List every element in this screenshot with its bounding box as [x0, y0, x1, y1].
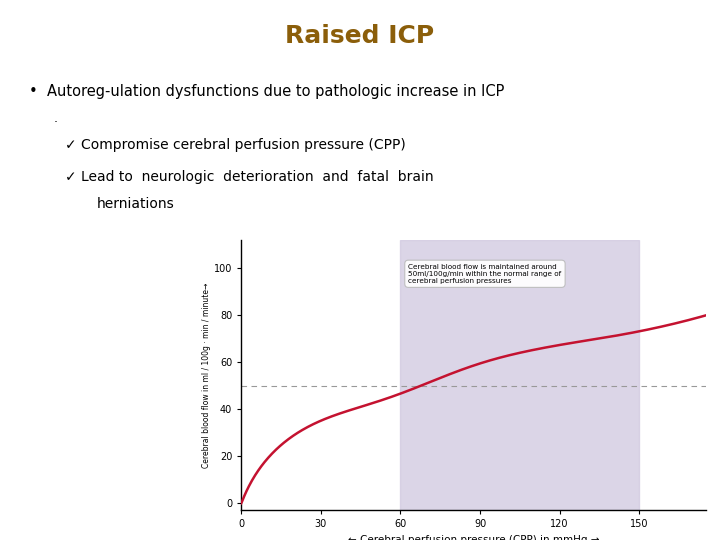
Text: Raised ICP: Raised ICP [285, 24, 435, 48]
X-axis label: ← Cerebral perfusion pressure (CPP) in mmHg →: ← Cerebral perfusion pressure (CPP) in m… [348, 535, 599, 540]
Text: herniations: herniations [97, 197, 175, 211]
Text: Cerebral blood flow is maintained around
50ml/100g/min within the normal range o: Cerebral blood flow is maintained around… [408, 264, 562, 284]
Text: ✓ Compromise cerebral perfusion pressure (CPP): ✓ Compromise cerebral perfusion pressure… [65, 138, 405, 152]
Y-axis label: Cerebral blood flow in ml / 100g · min / minute→: Cerebral blood flow in ml / 100g · min /… [202, 282, 211, 468]
Text: ·: · [54, 116, 58, 129]
Bar [400, 240, 639, 510]
Text: •  Autoreg-ulation dysfunctions due to pathologic increase in ICP: • Autoreg-ulation dysfunctions due to pa… [29, 84, 504, 99]
Text: ✓ Lead to  neurologic  deterioration  and  fatal  brain: ✓ Lead to neurologic deterioration and f… [65, 170, 433, 184]
